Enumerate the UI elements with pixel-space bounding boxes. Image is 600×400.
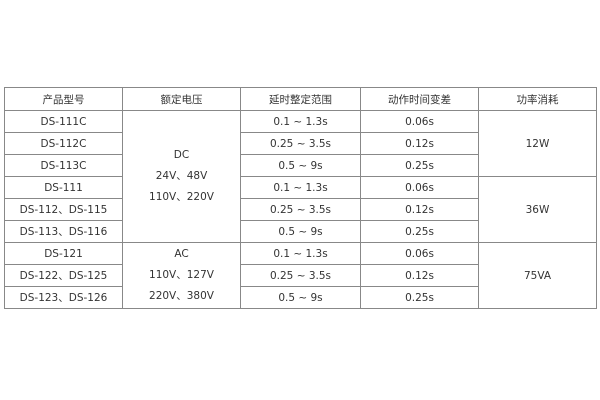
variation-cell: 0.12s bbox=[360, 264, 479, 287]
model-cell: DS-112、DS-115 bbox=[4, 198, 123, 221]
variation-cell: 0.25s bbox=[360, 220, 479, 243]
model-cell: DS-111 bbox=[4, 176, 123, 199]
voltage-cell-ac: AC 110V、127V 220V、380V bbox=[122, 242, 241, 309]
header-voltage: 额定电压 bbox=[122, 87, 241, 111]
table-row: DS-113、DS-116 0.5 ~ 9s 0.25s bbox=[4, 220, 597, 243]
power-cell: 12W bbox=[478, 110, 597, 177]
power-cell: 36W bbox=[478, 176, 597, 243]
variation-cell: 0.06s bbox=[360, 110, 479, 133]
voltage-type: DC bbox=[173, 149, 190, 161]
range-cell: 0.1 ~ 1.3s bbox=[240, 110, 361, 133]
variation-cell: 0.06s bbox=[360, 176, 479, 199]
model-cell: DS-123、DS-126 bbox=[4, 286, 123, 309]
power-cell: 75VA bbox=[478, 242, 597, 309]
range-cell: 0.5 ~ 9s bbox=[240, 286, 361, 309]
voltage-values: 110V、127V bbox=[149, 269, 214, 281]
variation-cell: 0.25s bbox=[360, 154, 479, 177]
variation-cell: 0.06s bbox=[360, 242, 479, 265]
model-cell: DS-122、DS-125 bbox=[4, 264, 123, 287]
table-row: DS-121 AC 110V、127V 220V、380V 0.1 ~ 1.3s… bbox=[4, 242, 597, 309]
header-time-variation: 动作时间变差 bbox=[360, 87, 479, 111]
header-delay-range: 延时整定范围 bbox=[240, 87, 361, 111]
model-cell: DS-111C bbox=[4, 110, 123, 133]
voltage-values: 220V、380V bbox=[149, 290, 214, 302]
header-row: 产品型号 额定电压 延时整定范围 动作时间变差 功率消耗 bbox=[4, 87, 597, 111]
spec-table: 产品型号 额定电压 延时整定范围 动作时间变差 功率消耗 DS-111C DC … bbox=[4, 87, 597, 309]
voltage-type: AC bbox=[174, 248, 189, 260]
range-cell: 0.1 ~ 1.3s bbox=[240, 242, 361, 265]
range-cell: 0.1 ~ 1.3s bbox=[240, 176, 361, 199]
voltage-values: 24V、48V bbox=[155, 170, 208, 182]
table-row: DS-123、DS-126 0.5 ~ 9s 0.25s bbox=[4, 286, 597, 309]
range-cell: 0.5 ~ 9s bbox=[240, 154, 361, 177]
voltage-values: 110V、220V bbox=[149, 191, 214, 203]
variation-cell: 0.12s bbox=[360, 132, 479, 155]
model-cell: DS-112C bbox=[4, 132, 123, 155]
voltage-cell-dc: DC 24V、48V 110V、220V bbox=[122, 110, 241, 243]
model-cell: DS-113、DS-116 bbox=[4, 220, 123, 243]
variation-cell: 0.25s bbox=[360, 286, 479, 309]
header-model: 产品型号 bbox=[4, 87, 123, 111]
range-cell: 0.25 ~ 3.5s bbox=[240, 132, 361, 155]
range-cell: 0.25 ~ 3.5s bbox=[240, 198, 361, 221]
table-row: DS-111C DC 24V、48V 110V、220V 0.1 ~ 1.3s … bbox=[4, 110, 597, 243]
table-row: DS-113C 0.5 ~ 9s 0.25s bbox=[4, 154, 597, 177]
model-cell: DS-113C bbox=[4, 154, 123, 177]
table-row: DS-111 0.1 ~ 1.3s 0.06s 36W bbox=[4, 176, 597, 243]
range-cell: 0.25 ~ 3.5s bbox=[240, 264, 361, 287]
table-row: DS-122、DS-125 0.25 ~ 3.5s 0.12s bbox=[4, 264, 597, 287]
model-cell: DS-121 bbox=[4, 242, 123, 265]
range-cell: 0.5 ~ 9s bbox=[240, 220, 361, 243]
variation-cell: 0.12s bbox=[360, 198, 479, 221]
header-power: 功率消耗 bbox=[478, 87, 597, 111]
